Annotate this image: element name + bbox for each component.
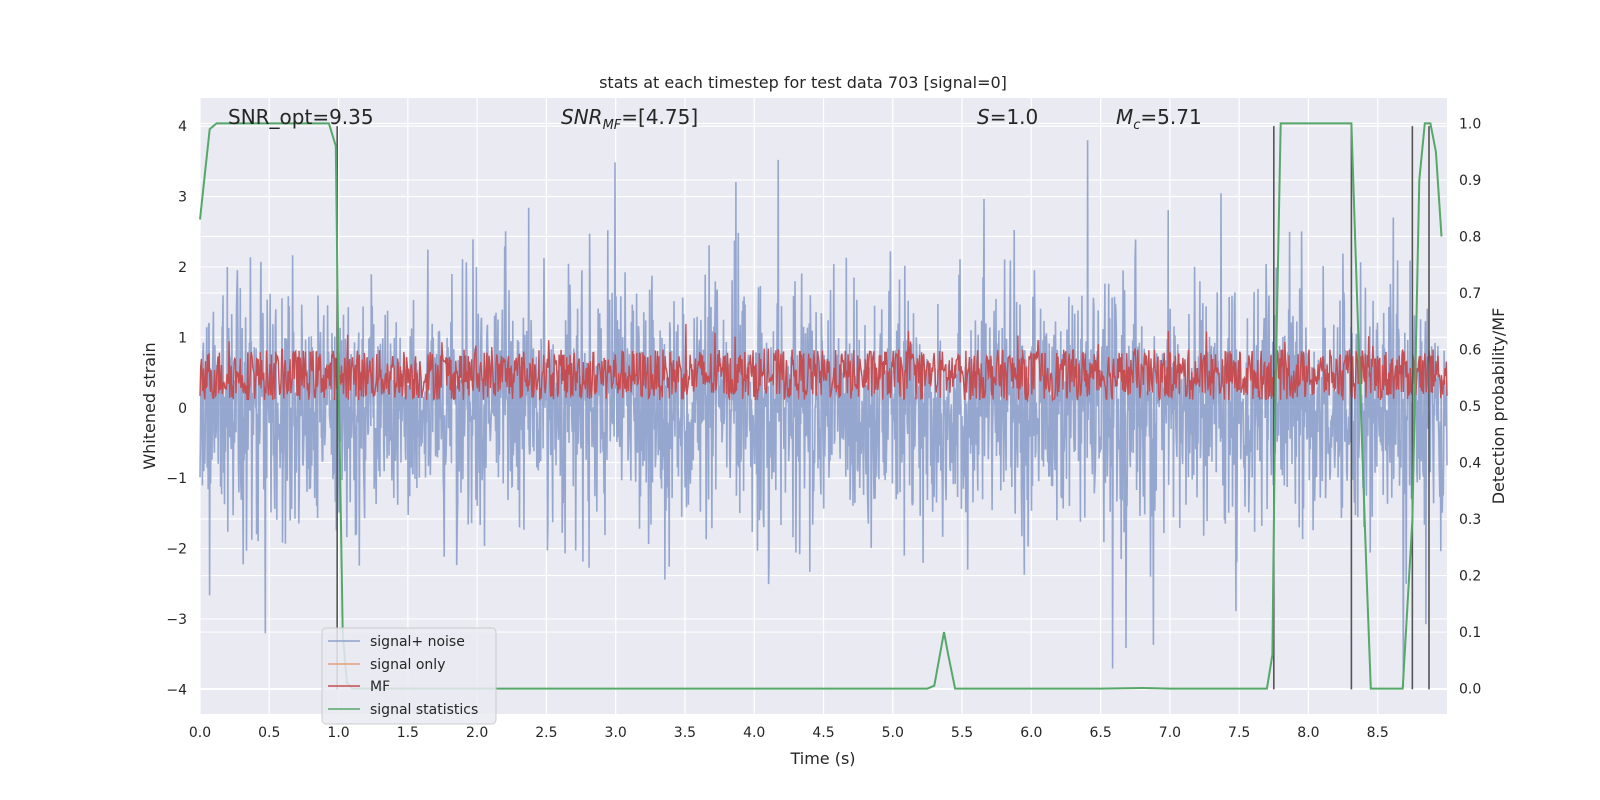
y-left-axis-label: Whitened strain: [140, 342, 159, 469]
annotation-s: S=1.0: [977, 105, 1038, 129]
x-tick-label-4: 2.0: [466, 725, 488, 741]
y-left-tick-label-5: 1: [178, 330, 187, 346]
x-tick-label-2: 1.0: [327, 725, 349, 741]
y-right-tick-label-4: 0.4: [1459, 456, 1481, 472]
y-right-axis-label: Detection probability/MF: [1489, 308, 1508, 505]
x-tick-label-15: 7.5: [1228, 725, 1250, 741]
y-right-tick-label-7: 0.7: [1459, 286, 1481, 302]
x-tick-label-13: 6.5: [1089, 725, 1111, 741]
signal-statistics-line: [199, 122, 1443, 690]
y-left-tick-label-2: −2: [166, 542, 187, 558]
chart-title: stats at each timestep for test data 703…: [599, 73, 1007, 92]
x-tick-label-16: 8.0: [1297, 725, 1319, 741]
x-tick-label-12: 6.0: [1020, 725, 1042, 741]
y-right-tick-label-10: 1.0: [1459, 116, 1481, 132]
y-right-tick-label-3: 0.3: [1459, 512, 1481, 528]
y-right-tick-label-9: 0.9: [1459, 173, 1481, 189]
y-left-tick-label-7: 3: [178, 190, 187, 206]
y-right-tick-label-2: 0.2: [1459, 569, 1481, 585]
x-tick-label-17: 8.5: [1367, 725, 1389, 741]
y-right-tick-label-0: 0.0: [1459, 682, 1481, 698]
x-tick-label-5: 2.5: [535, 725, 557, 741]
y-right-tick-labels: 0.0 0.1 0.2 0.3 0.4 0.5 0.6 0.7 0.8 0.9 1.0: [1459, 116, 1481, 697]
y-right-tick-label-5: 0.5: [1459, 399, 1481, 415]
x-tick-label-8: 4.0: [743, 725, 765, 741]
signal-noise-line: [199, 140, 1448, 688]
x-tick-label-7: 3.5: [674, 725, 696, 741]
x-tick-labels: 0.0 0.5 1.0 1.5 2.0 2.5 3.0 3.5 4.0 4.5 5.0 5.5 6.0 6…: [189, 725, 1389, 741]
x-tick-label-3: 1.5: [397, 725, 419, 741]
x-tick-label-0: 0.0: [189, 725, 211, 741]
y-left-tick-label-4: 0: [178, 401, 187, 417]
legend-box: [321, 627, 497, 725]
x-tick-label-11: 5.5: [951, 725, 973, 741]
legend-label-mf: MF: [370, 679, 390, 695]
y-left-tick-label-3: −1: [166, 471, 187, 487]
annotation-snr-opt: SNR_opt=9.35: [228, 105, 374, 129]
x-axis-label: Time (s): [789, 749, 855, 768]
y-right-tick-label-6: 0.6: [1459, 342, 1481, 358]
y-left-tick-labels: −4 −3 −2 −1 0 1 2 3 4: [166, 119, 187, 698]
series-signal-noise: [199, 140, 1448, 688]
series-mf: [199, 323, 1448, 403]
mf-line: [199, 323, 1448, 403]
x-tick-label-10: 5.0: [882, 725, 904, 741]
annotation-mc: Mc=5.71: [1116, 105, 1202, 133]
y-left-tick-label-1: −3: [166, 612, 187, 628]
legend: signal+ noise signal only MF signal stat…: [321, 627, 497, 725]
x-tick-label-1: 0.5: [258, 725, 280, 741]
x-tick-label-6: 3.0: [605, 725, 627, 741]
y-left-tick-label-6: 2: [178, 260, 187, 276]
y-left-tick-label-8: 4: [178, 119, 187, 135]
legend-label-signal-only: signal only: [370, 657, 445, 673]
y-left-tick-label-0: −4: [166, 682, 187, 698]
annotation-snr-mf: SNRMF=[4.75]: [561, 105, 698, 133]
series-signal-statistics: [199, 122, 1443, 690]
x-tick-label-9: 4.5: [812, 725, 834, 741]
y-right-tick-label-1: 0.1: [1459, 625, 1481, 641]
y-right-tick-label-8: 0.8: [1459, 229, 1481, 245]
legend-label-signal-statistics: signal statistics: [370, 702, 478, 718]
x-tick-label-14: 7.0: [1159, 725, 1181, 741]
legend-label-signal-noise: signal+ noise: [370, 634, 465, 650]
